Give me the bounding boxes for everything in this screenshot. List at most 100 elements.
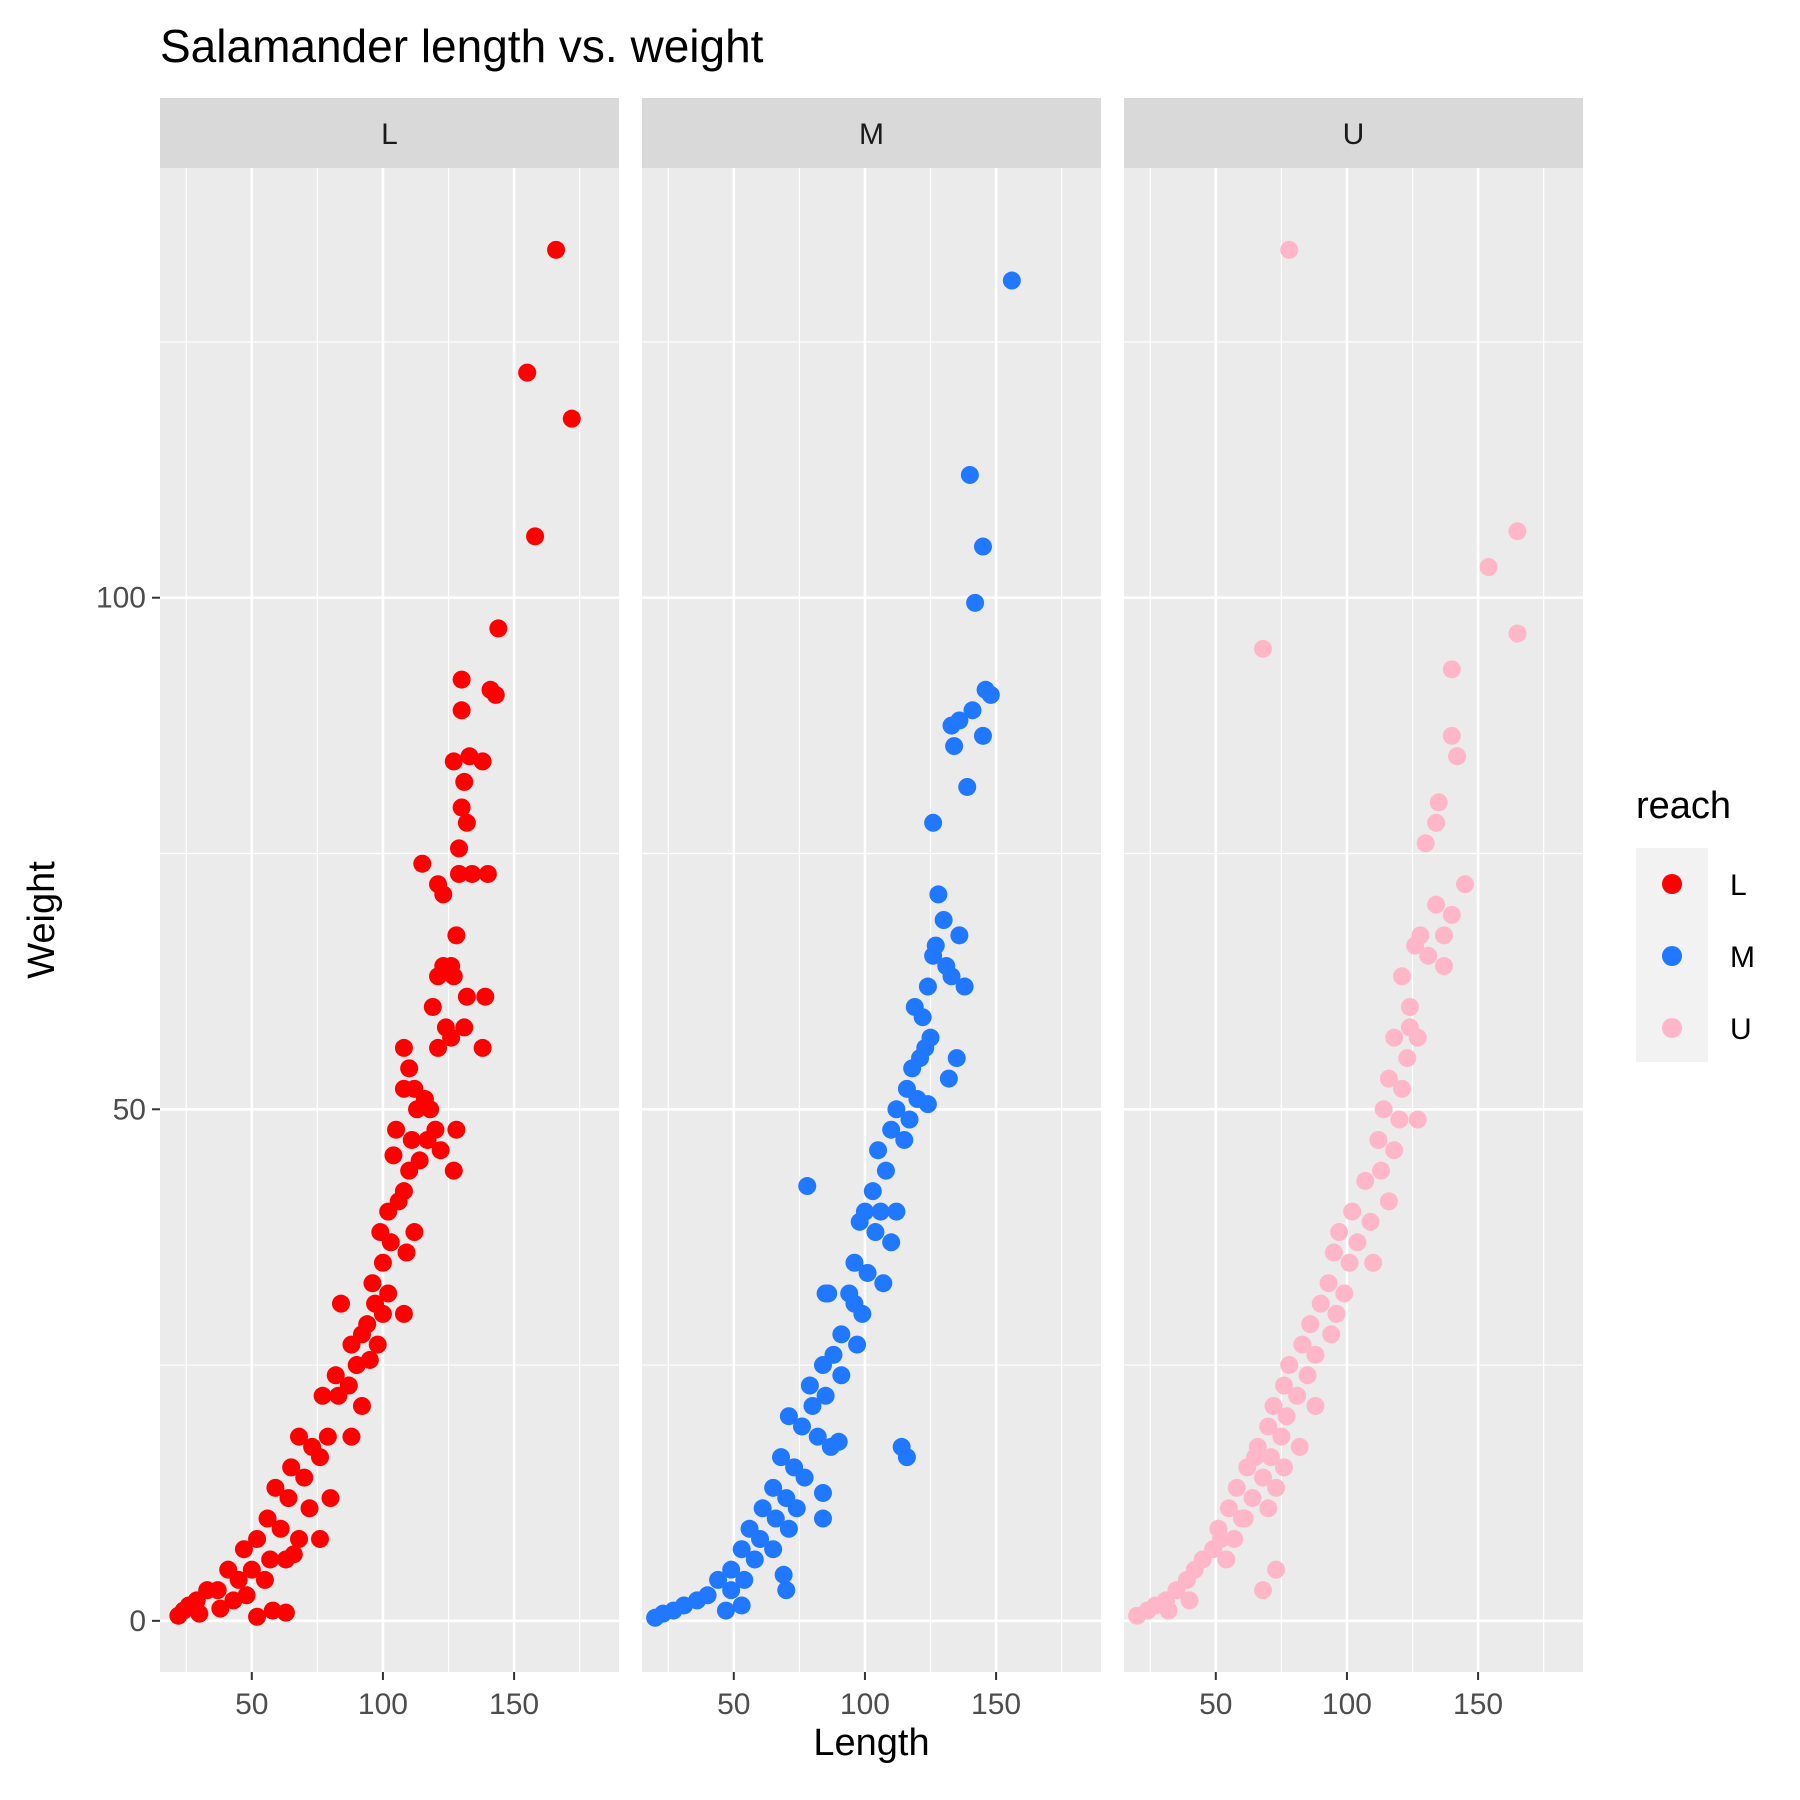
data-point-U (1217, 1550, 1236, 1569)
data-point-L (397, 1243, 416, 1262)
data-point-M (845, 1253, 864, 1272)
data-point-U (1434, 957, 1453, 976)
data-point-M (955, 977, 974, 996)
data-point-U (1372, 1161, 1391, 1180)
data-point-M (903, 1059, 922, 1078)
data-point-L (282, 1458, 301, 1477)
data-point-M (934, 911, 953, 929)
data-point-L (190, 1604, 209, 1623)
data-point-L (394, 1079, 413, 1098)
data-point-U (1429, 793, 1448, 812)
facet-strip-label: U (1343, 118, 1365, 151)
data-point-U (1419, 946, 1438, 965)
data-point-M (816, 1284, 835, 1303)
data-point-M (787, 1499, 806, 1518)
data-point-L (242, 1560, 261, 1579)
data-point-M (924, 813, 943, 832)
data-point-L (368, 1335, 387, 1354)
data-point-U (1379, 1192, 1398, 1211)
data-point-L (258, 1509, 277, 1528)
data-point-U (1274, 1376, 1293, 1395)
data-point-L (300, 1499, 319, 1518)
data-point-M (722, 1560, 741, 1579)
data-point-L (295, 1468, 314, 1487)
data-point-L (266, 1478, 285, 1497)
data-point-M (848, 1335, 867, 1354)
data-point-U (1508, 624, 1527, 643)
data-point-U (1361, 1212, 1380, 1231)
data-point-M (766, 1509, 785, 1528)
data-point-M (832, 1366, 851, 1385)
data-point-M (792, 1417, 811, 1436)
data-point-M (813, 1356, 832, 1375)
data-point-L (452, 701, 471, 720)
data-point-M (832, 1325, 851, 1344)
data-point-M (779, 1519, 798, 1538)
data-point-M (735, 1570, 754, 1589)
data-point-L (447, 926, 466, 945)
data-point-U (1393, 1079, 1412, 1098)
data-point-L (169, 1606, 188, 1625)
data-point-U (1385, 1028, 1404, 1047)
legend-title: reach (1636, 785, 1731, 827)
data-point-M (795, 1468, 814, 1487)
data-point-L (429, 1038, 448, 1057)
data-point-U (1427, 895, 1446, 914)
data-point-M (918, 977, 937, 996)
data-point-U (1219, 1499, 1238, 1518)
data-point-L (457, 987, 476, 1006)
x-tick-label: 100 (840, 1688, 890, 1721)
data-point-L (450, 839, 469, 858)
data-point-M (882, 1233, 901, 1252)
data-point-U (1227, 1478, 1246, 1497)
legend-label-L: L (1730, 869, 1747, 902)
data-point-M (777, 1581, 796, 1600)
data-point-M (779, 1407, 798, 1426)
data-point-U (1340, 1253, 1359, 1272)
data-point-U (1434, 926, 1453, 945)
data-point-M (845, 1294, 864, 1313)
data-point-U (1455, 875, 1474, 894)
data-point-L (318, 1427, 337, 1446)
data-point-L (442, 1028, 461, 1047)
x-tick-label: 50 (717, 1688, 750, 1721)
data-point-L (379, 1284, 398, 1303)
data-point-L (518, 363, 537, 382)
data-point-L (387, 1120, 406, 1139)
data-point-L (276, 1603, 295, 1622)
data-point-U (1261, 1448, 1280, 1467)
data-point-L (429, 967, 448, 986)
data-point-L (381, 1233, 400, 1252)
data-point-U (1290, 1437, 1309, 1456)
legend-key-L (1662, 874, 1682, 894)
data-point-L (255, 1570, 274, 1589)
data-point-U (1254, 639, 1273, 658)
data-point-M (732, 1540, 751, 1559)
data-point-M (942, 716, 961, 735)
data-point-L (229, 1570, 248, 1589)
data-point-U (1306, 1396, 1325, 1415)
data-point-U (1348, 1233, 1367, 1252)
data-point-L (455, 772, 474, 791)
data-point-U (1416, 834, 1435, 853)
data-point-L (457, 813, 476, 832)
data-point-L (284, 1545, 303, 1564)
data-point-U (1356, 1171, 1375, 1190)
data-point-M (764, 1540, 783, 1559)
x-tick-label: 150 (489, 1688, 539, 1721)
data-point-U (1254, 1468, 1273, 1487)
data-point-M (924, 946, 943, 965)
data-point-L (310, 1448, 329, 1467)
data-point-U (1406, 936, 1425, 955)
data-point-M (764, 1478, 783, 1497)
data-point-L (434, 885, 453, 904)
data-point-U (1293, 1335, 1312, 1354)
x-tick-label: 150 (971, 1688, 1021, 1721)
panel-background-M (642, 168, 1101, 1672)
data-point-M (646, 1608, 665, 1627)
data-point-M (960, 465, 979, 484)
data-point-M (973, 537, 992, 556)
data-point-U (1180, 1591, 1199, 1610)
data-point-L (421, 1100, 440, 1119)
data-point-M (966, 593, 985, 612)
